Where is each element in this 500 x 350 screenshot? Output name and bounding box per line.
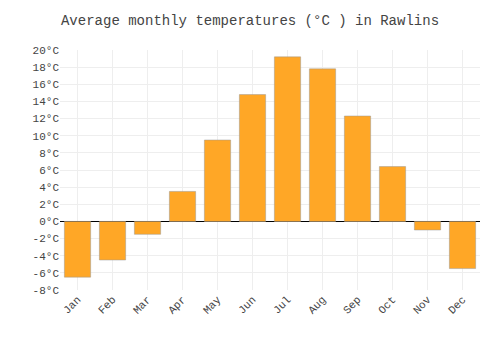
svg-text:10°C: 10°C [33,131,60,143]
svg-text:4°C: 4°C [39,182,59,194]
svg-text:-2°C: -2°C [33,233,60,245]
svg-text:8°C: 8°C [39,148,59,160]
svg-text:Jul: Jul [271,294,293,316]
svg-text:Dec: Dec [446,294,468,316]
svg-text:Feb: Feb [96,294,118,316]
svg-text:Sep: Sep [341,294,363,316]
svg-text:-8°C: -8°C [33,285,60,297]
svg-text:2°C: 2°C [39,199,59,211]
svg-text:Mar: Mar [131,294,153,316]
svg-text:Jan: Jan [61,294,83,316]
svg-text:-6°C: -6°C [33,268,60,280]
svg-text:18°C: 18°C [33,62,60,74]
svg-text:Aug: Aug [306,294,328,316]
svg-text:Jun: Jun [236,294,258,316]
svg-text:12°C: 12°C [33,113,60,125]
svg-text:6°C: 6°C [39,165,59,177]
svg-text:0°C: 0°C [39,216,59,228]
svg-text:Apr: Apr [166,294,188,316]
svg-text:16°C: 16°C [33,79,60,91]
svg-text:Oct: Oct [376,294,398,316]
svg-text:20°C: 20°C [33,45,60,57]
svg-text:Average monthly temperatures (: Average monthly temperatures (°C ) in Ra… [61,13,439,29]
svg-text:-4°C: -4°C [33,251,60,263]
svg-text:14°C: 14°C [33,96,60,108]
svg-text:May: May [201,294,224,317]
svg-text:Nov: Nov [411,294,434,317]
